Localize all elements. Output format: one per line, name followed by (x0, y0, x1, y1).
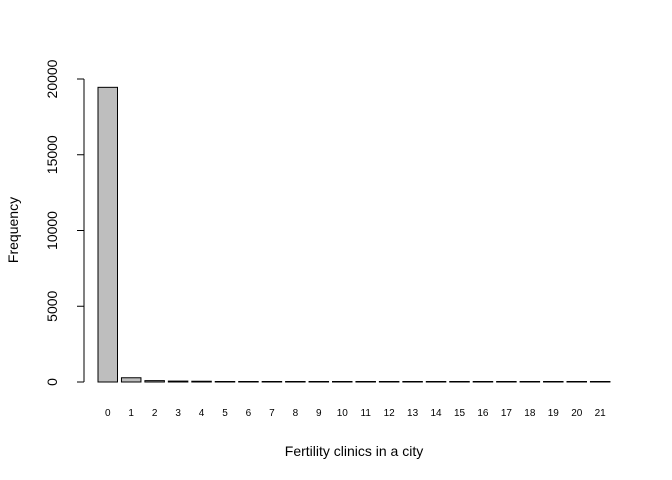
y-tick-label-10000: 10000 (44, 211, 60, 250)
x-tick-label-8: 8 (293, 408, 299, 419)
bar-11 (355, 381, 376, 383)
bar-14 (425, 381, 447, 383)
x-tick-label-16: 16 (477, 408, 489, 419)
bar-9 (308, 381, 330, 383)
bar-2 (144, 380, 165, 383)
x-tick-label-20: 20 (571, 408, 583, 419)
x-tick-label-10: 10 (337, 408, 349, 419)
bar-18 (519, 381, 541, 383)
x-tick-label-13: 13 (407, 408, 419, 419)
bar-7 (261, 381, 283, 383)
bar-20 (566, 381, 587, 383)
x-tick-label-0: 0 (105, 408, 111, 419)
x-tick-label-14: 14 (430, 408, 442, 419)
bar-4 (191, 380, 212, 383)
y-tick-label-20000: 20000 (44, 59, 60, 98)
x-tick-label-2: 2 (152, 408, 158, 419)
x-tick-label-9: 9 (316, 408, 322, 419)
x-tick-label-17: 17 (501, 408, 513, 419)
y-tick-label-0: 0 (44, 378, 60, 386)
x-tick-label-4: 4 (199, 408, 205, 419)
bar-16 (472, 381, 494, 383)
y-axis: 0 5000 10000 15000 20000 (44, 59, 85, 386)
x-tick-label-1: 1 (128, 408, 134, 419)
bar-10 (332, 381, 353, 383)
x-tick-label-11: 11 (361, 408, 372, 419)
bar-13 (402, 381, 423, 383)
x-tick-label-12: 12 (384, 408, 396, 419)
x-tick-label-18: 18 (524, 408, 536, 419)
x-tick-label-3: 3 (175, 408, 181, 419)
bar-12 (378, 381, 400, 383)
x-tick-label-15: 15 (454, 408, 466, 419)
y-tick-label-5000: 5000 (44, 290, 60, 321)
x-tick-labels: 0 1 2 3 4 5 6 7 8 9 10 11 12 13 14 15 16 17 18 19 20 21 (105, 408, 606, 419)
bar-3 (167, 380, 189, 383)
x-tick-label-5: 5 (222, 408, 228, 419)
bar-17 (496, 381, 517, 383)
bar-5 (214, 381, 236, 383)
bar-1 (120, 377, 142, 383)
y-axis-title: Frequency (5, 197, 21, 263)
y-tick-label-15000: 15000 (44, 135, 60, 174)
bar-15 (449, 381, 470, 383)
bar-group (97, 86, 611, 383)
x-axis-title: Fertility clinics in a city (285, 443, 423, 459)
x-tick-label-19: 19 (548, 408, 560, 419)
x-tick-label-7: 7 (269, 408, 275, 419)
bar-21 (589, 381, 611, 383)
bar-6 (238, 381, 259, 383)
x-tick-label-21: 21 (595, 408, 607, 419)
bar-8 (285, 381, 306, 383)
x-tick-label-6: 6 (246, 408, 252, 419)
bar-19 (543, 381, 564, 383)
bar-0 (97, 86, 118, 383)
